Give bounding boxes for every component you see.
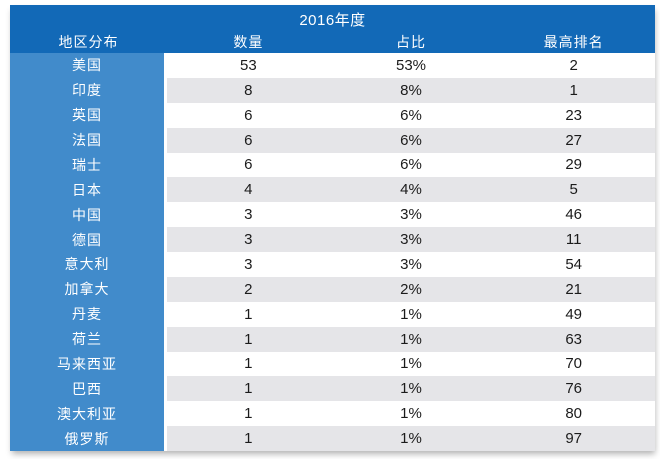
percentage-cell: 1% (329, 326, 493, 352)
rank-cell: 49 (492, 301, 656, 327)
count-cell: 1 (167, 326, 330, 352)
percentage-cell: 1% (329, 376, 493, 402)
column-header-count: 数量 (233, 34, 264, 50)
count-cell: 3 (167, 227, 330, 252)
rank-cell: 5 (492, 177, 656, 203)
rank-cell: 97 (492, 426, 656, 451)
count-cell: 4 (167, 177, 330, 203)
region-cell: 美国 (10, 53, 167, 78)
region-cell: 英国 (10, 102, 167, 128)
region-cell: 印度 (10, 77, 167, 103)
region-cell: 丹麦 (10, 301, 167, 327)
count-cell: 1 (167, 401, 330, 427)
table-header-row: 地区分布 数量 占比 最高排名 (10, 33, 655, 53)
region-cell: 加拿大 (10, 276, 167, 302)
rank-cell: 46 (492, 202, 656, 228)
table-row: 瑞士 6 6% 29 (10, 152, 656, 178)
rank-cell: 27 (492, 127, 656, 153)
region-cell: 巴西 (10, 376, 167, 402)
percentage-cell: 1% (329, 351, 493, 377)
region-cell: 日本 (10, 177, 167, 203)
rank-cell: 23 (492, 102, 656, 128)
percentage-cell: 53% (329, 53, 493, 78)
table-row: 马来西亚 1 1% 70 (10, 351, 656, 377)
count-cell: 2 (167, 276, 330, 302)
region-cell: 瑞士 (10, 152, 167, 178)
column-header-region: 地区分布 (58, 34, 119, 50)
count-cell: 53 (167, 53, 330, 78)
region-cell: 德国 (10, 227, 167, 252)
table-row: 美国 53 53% 2 (10, 53, 656, 78)
table-row: 印度 8 8% 1 (10, 77, 656, 103)
region-cell: 马来西亚 (10, 351, 167, 377)
percentage-cell: 3% (329, 202, 493, 228)
count-cell: 1 (167, 426, 330, 451)
region-cell: 法国 (10, 127, 167, 153)
count-cell: 6 (167, 102, 330, 128)
rank-cell: 21 (492, 276, 656, 302)
rank-cell: 70 (492, 351, 656, 377)
table-row: 意大利 3 3% 54 (10, 252, 656, 277)
count-cell: 8 (167, 77, 330, 103)
rank-cell: 54 (492, 252, 656, 277)
table-row: 荷兰 1 1% 63 (10, 326, 656, 352)
percentage-cell: 8% (329, 77, 493, 103)
percentage-cell: 6% (329, 152, 493, 178)
table-row: 巴西 1 1% 76 (10, 376, 656, 402)
count-cell: 3 (167, 252, 330, 277)
region-cell: 俄罗斯 (10, 426, 167, 451)
table-row: 中国 3 3% 46 (10, 202, 656, 228)
region-cell: 澳大利亚 (10, 401, 167, 427)
column-header-top-rank: 最高排名 (543, 34, 604, 50)
count-cell: 6 (167, 127, 330, 153)
percentage-cell: 4% (329, 177, 493, 203)
rank-cell: 1 (492, 77, 656, 103)
region-distribution-table: 2016年度 地区分布 数量 占比 最高排名 美国 53 53% 2 印度 8 8% 1 英国 6… (10, 5, 656, 451)
percentage-cell: 6% (329, 102, 493, 128)
count-cell: 6 (167, 152, 330, 178)
table-row: 法国 6 6% 27 (10, 127, 656, 153)
table-row: 澳大利亚 1 1% 80 (10, 401, 656, 427)
percentage-cell: 1% (329, 301, 493, 327)
table-row: 加拿大 2 2% 21 (10, 276, 656, 302)
count-cell: 3 (167, 202, 330, 228)
percentage-cell: 6% (329, 127, 493, 153)
rank-cell: 76 (492, 376, 656, 402)
rank-cell: 29 (492, 152, 656, 178)
rank-cell: 11 (492, 227, 656, 252)
count-cell: 1 (167, 351, 330, 377)
table-row: 英国 6 6% 23 (10, 102, 656, 128)
table-row: 丹麦 1 1% 49 (10, 301, 656, 327)
count-cell: 1 (167, 301, 330, 327)
rank-cell: 80 (492, 401, 656, 427)
rank-cell: 2 (492, 53, 656, 78)
region-cell: 意大利 (10, 252, 167, 277)
percentage-cell: 2% (329, 276, 493, 302)
table-body: 美国 53 53% 2 印度 8 8% 1 英国 6 6% 23 法国 6 6% 27 瑞士 6 6% 29 日本 4 4%… (10, 53, 656, 451)
region-cell: 中国 (10, 202, 167, 228)
percentage-cell: 3% (329, 227, 493, 252)
percentage-cell: 1% (329, 401, 493, 427)
percentage-cell: 3% (329, 252, 493, 277)
table-title: 2016年度 (10, 5, 655, 33)
table-row: 德国 3 3% 11 (10, 227, 656, 252)
column-header-percentage: 占比 (396, 34, 426, 50)
percentage-cell: 1% (329, 426, 493, 451)
region-cell: 荷兰 (10, 326, 167, 352)
table-row: 日本 4 4% 5 (10, 177, 656, 203)
table-row: 俄罗斯 1 1% 97 (10, 426, 656, 451)
count-cell: 1 (167, 376, 330, 402)
rank-cell: 63 (492, 326, 656, 352)
